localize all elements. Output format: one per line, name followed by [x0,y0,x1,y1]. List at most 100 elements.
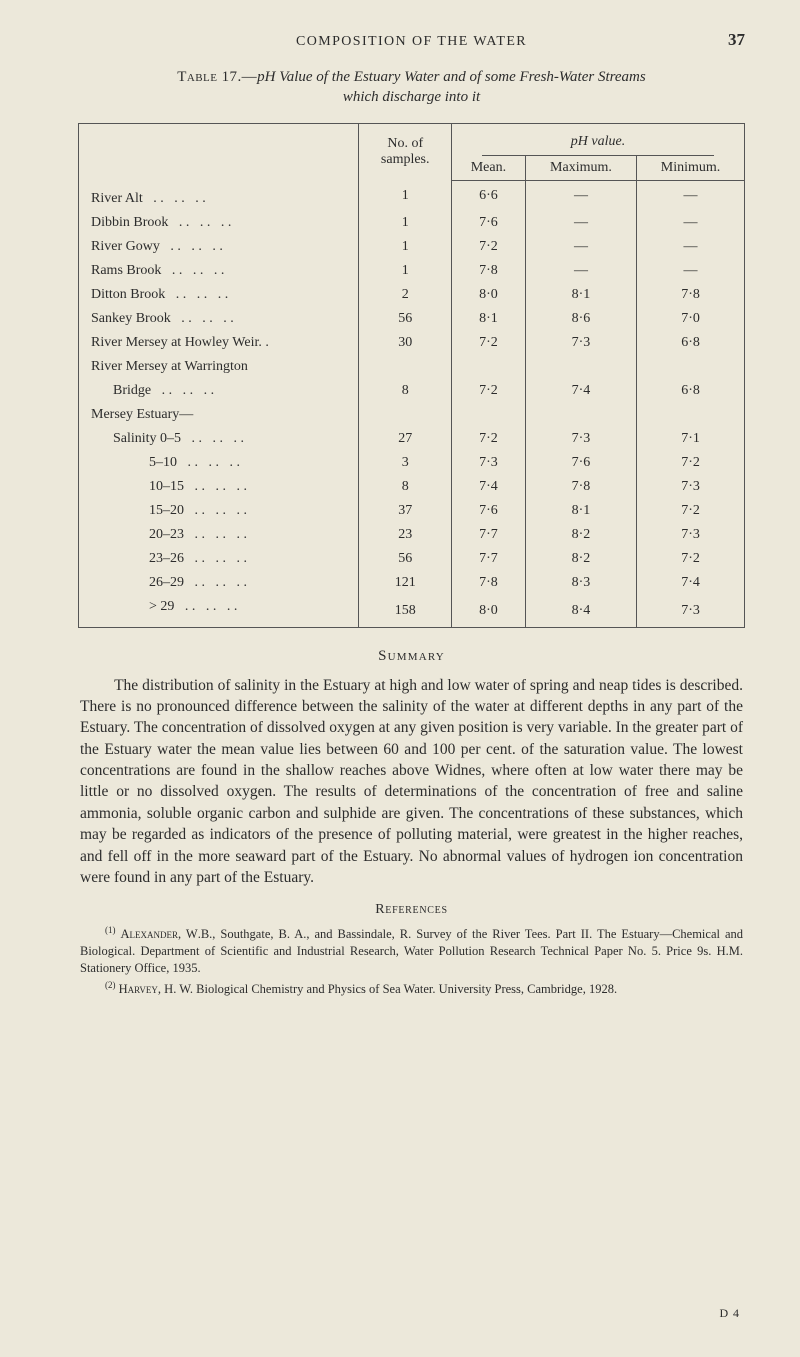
cell-max: 8·1 [525,499,636,523]
cell-mean: 7·7 [451,547,525,571]
table-row: Bridge . . . . . .87·27·46·8 [79,379,745,403]
table-row: 10–15 . . . . . .87·47·87·3 [79,475,745,499]
cell-min: 6·8 [637,331,745,355]
row-label: Dibbin Brook . . . . . . [79,211,359,235]
row-label: 5–10 . . . . . . [79,451,359,475]
cell-max: — [525,181,636,211]
row-label: River Mersey at Warrington [79,355,359,379]
caption-title-prefix: p [257,69,265,85]
cell-samples [359,403,452,427]
table-row: 23–26 . . . . . .567·78·27·2 [79,547,745,571]
cell-max: 7·4 [525,379,636,403]
row-label: 10–15 . . . . . . [79,475,359,499]
caption-label: Table 17.— [177,69,257,85]
cell-mean: 7·4 [451,475,525,499]
cell-mean [451,355,525,379]
cell-max: 7·8 [525,475,636,499]
th-min: Minimum. [637,156,745,181]
cell-min: 7·2 [637,547,745,571]
cell-samples [359,355,452,379]
table-row: 26–29 . . . . . .1217·88·37·4 [79,571,745,595]
cell-samples: 2 [359,283,452,307]
cell-mean: 7·7 [451,523,525,547]
cell-samples: 56 [359,307,452,331]
cell-mean: 7·6 [451,499,525,523]
table-row: Salinity 0–5 . . . . . .277·27·37·1 [79,427,745,451]
cell-samples: 3 [359,451,452,475]
cell-min: 7·3 [637,475,745,499]
table-row: 20–23 . . . . . .237·78·27·3 [79,523,745,547]
cell-samples: 1 [359,235,452,259]
cell-min [637,355,745,379]
summary-heading: Summary [78,648,745,665]
th-blank [79,124,359,181]
cell-mean: 7·8 [451,571,525,595]
cell-max: 8·3 [525,571,636,595]
signature-mark: D 4 [719,1306,740,1321]
table-row: Rams Brook . . . . . .17·8—— [79,259,745,283]
table-row: 15–20 . . . . . .377·68·17·2 [79,499,745,523]
cell-mean [451,403,525,427]
cell-samples: 8 [359,379,452,403]
row-label: Ditton Brook . . . . . . [79,283,359,307]
table-row: River Mersey at Warrington [79,355,745,379]
row-label: 15–20 . . . . . . [79,499,359,523]
row-label: River Alt . . . . . . [79,181,359,211]
cell-samples: 1 [359,181,452,211]
cell-max: 8·2 [525,547,636,571]
cell-mean: 6·6 [451,181,525,211]
cell-samples: 8 [359,475,452,499]
cell-samples: 27 [359,427,452,451]
row-label: River Mersey at Howley Weir. . [79,331,359,355]
table-caption: Table 17.—pH Value of the Estuary Water … [82,68,741,107]
cell-min: 7·2 [637,451,745,475]
cell-samples: 37 [359,499,452,523]
cell-samples: 121 [359,571,452,595]
cell-min: 7·3 [637,595,745,628]
row-label: Sankey Brook . . . . . . [79,307,359,331]
cell-samples: 158 [359,595,452,628]
cell-min: 7·3 [637,523,745,547]
row-label: > 29 . . . . . . [79,595,359,628]
cell-mean: 7·2 [451,427,525,451]
table-row: River Mersey at Howley Weir. .307·27·36·… [79,331,745,355]
cell-mean: 8·0 [451,283,525,307]
cell-min: 7·0 [637,307,745,331]
references-list: (1) Alexander, W.B., Southgate, B. A., a… [78,924,745,998]
cell-min: — [637,259,745,283]
table-row: River Alt . . . . . .16·6—— [79,181,745,211]
cell-max [525,403,636,427]
cell-mean: 7·3 [451,451,525,475]
cell-min: 7·8 [637,283,745,307]
cell-mean: 7·6 [451,211,525,235]
cell-max: 8·2 [525,523,636,547]
cell-max: — [525,235,636,259]
th-phvalue: pH value. [451,124,744,155]
cell-max: 7·6 [525,451,636,475]
table-row: Ditton Brook . . . . . .28·08·17·8 [79,283,745,307]
cell-min: 6·8 [637,379,745,403]
cell-mean: 8·0 [451,595,525,628]
table-row: Dibbin Brook . . . . . .17·6—— [79,211,745,235]
cell-samples: 30 [359,331,452,355]
running-head: COMPOSITION OF THE WATER 37 [78,30,745,50]
running-title: COMPOSITION OF THE WATER [118,34,705,50]
cell-min: — [637,235,745,259]
row-label: 26–29 . . . . . . [79,571,359,595]
cell-mean: 8·1 [451,307,525,331]
row-label: 20–23 . . . . . . [79,523,359,547]
cell-max: 7·3 [525,331,636,355]
table-row: River Gowy . . . . . .17·2—— [79,235,745,259]
row-label: Bridge . . . . . . [79,379,359,403]
cell-max: 7·3 [525,427,636,451]
caption-sub: which discharge into it [343,89,480,105]
cell-mean: 7·8 [451,259,525,283]
page: COMPOSITION OF THE WATER 37 Table 17.—pH… [0,0,800,1357]
row-label: Salinity 0–5 . . . . . . [79,427,359,451]
cell-min: 7·2 [637,499,745,523]
cell-min: — [637,211,745,235]
cell-max [525,355,636,379]
cell-max: — [525,259,636,283]
cell-mean: 7·2 [451,235,525,259]
row-label: 23–26 . . . . . . [79,547,359,571]
